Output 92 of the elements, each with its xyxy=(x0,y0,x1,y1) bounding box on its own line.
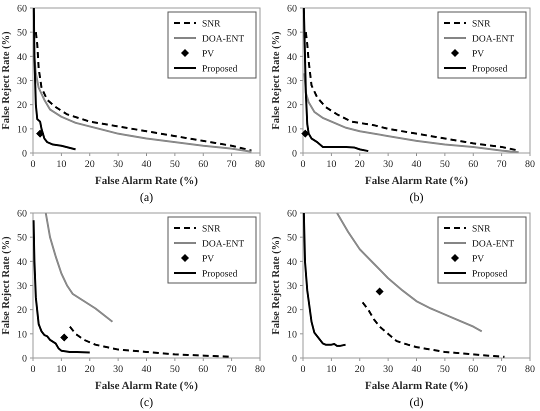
legend-label: Proposed xyxy=(202,64,238,74)
x-tick-label: 0 xyxy=(30,159,36,170)
x-tick-label: 10 xyxy=(56,159,66,170)
y-tick-label: 40 xyxy=(17,52,27,63)
x-tick-label: 0 xyxy=(300,364,306,375)
y-tick-label: 40 xyxy=(17,256,27,268)
y-tick-label: 0 xyxy=(22,354,27,364)
y-axis-title: False Reject Rate (%) xyxy=(1,30,12,130)
x-tick-label: 60 xyxy=(468,159,478,170)
y-tick-label: 10 xyxy=(17,124,27,136)
y-tick-label: 50 xyxy=(17,232,27,244)
y-tick-label: 20 xyxy=(17,305,27,316)
x-tick-label: 70 xyxy=(226,364,237,375)
legend-label: Proposed xyxy=(472,270,508,280)
x-tick-label: 70 xyxy=(226,159,237,170)
y-tick-label: 10 xyxy=(287,124,297,136)
legend-label: PV xyxy=(472,254,484,264)
legend-label: Proposed xyxy=(472,64,508,74)
text: (a) xyxy=(140,190,154,204)
y-tick-label: 20 xyxy=(17,100,27,112)
legend-label: DOA-ENT xyxy=(202,34,244,44)
y-tick-label: 20 xyxy=(287,100,297,112)
x-axis-title: False Alarm Rate (%) xyxy=(365,380,468,392)
x-tick-label: 0 xyxy=(30,364,36,375)
legend-label: PV xyxy=(202,254,214,264)
y-tick-label: 30 xyxy=(17,76,27,87)
y-tick-label: 50 xyxy=(287,232,297,244)
legend-label: DOA-ENT xyxy=(472,240,514,250)
x-tick-label: 80 xyxy=(255,159,265,170)
x-tick-label: 30 xyxy=(113,364,124,375)
x-tick-label: 20 xyxy=(84,159,95,170)
x-tick-label: 80 xyxy=(525,364,535,375)
x-tick-label: 50 xyxy=(170,364,180,375)
x-tick-label: 10 xyxy=(326,364,336,375)
y-tick-label: 40 xyxy=(287,256,297,268)
legend-label: SNR xyxy=(202,224,222,234)
x-tick-label: 40 xyxy=(142,364,152,375)
y-tick-label: 30 xyxy=(287,76,297,87)
y-tick-label: 10 xyxy=(17,329,27,340)
x-tick-label: 10 xyxy=(326,159,336,170)
x-tick-label: 70 xyxy=(496,159,507,170)
x-tick-label: 30 xyxy=(383,364,394,375)
legend-label: DOA-ENT xyxy=(472,34,514,44)
x-tick-label: 50 xyxy=(170,159,180,170)
y-tick-label: 30 xyxy=(287,281,297,292)
y-tick-label: 40 xyxy=(287,52,297,63)
x-tick-label: 10 xyxy=(56,364,66,375)
legend-label: DOA-ENT xyxy=(202,240,244,250)
y-tick-label: 50 xyxy=(287,28,297,39)
legend-label: PV xyxy=(472,50,484,60)
y-axis-title: False Reject Rate (%) xyxy=(271,236,282,335)
x-tick-label: 80 xyxy=(525,159,535,170)
text: (d) xyxy=(410,395,424,409)
x-tick-label: 40 xyxy=(142,159,152,170)
y-tick-label: 60 xyxy=(287,4,297,14)
y-tick-label: 20 xyxy=(287,305,297,316)
y-tick-label: 60 xyxy=(287,208,297,220)
x-tick-label: 30 xyxy=(383,159,394,170)
x-tick-label: 50 xyxy=(440,364,450,375)
y-axis-title: False Reject Rate (%) xyxy=(271,30,282,130)
x-tick-label: 60 xyxy=(468,364,478,375)
x-tick-label: 30 xyxy=(113,159,124,170)
x-tick-label: 0 xyxy=(300,159,306,170)
x-tick-label: 40 xyxy=(412,364,422,375)
x-tick-label: 20 xyxy=(354,364,365,375)
y-tick-label: 0 xyxy=(292,354,297,364)
legend-label: SNR xyxy=(472,224,492,234)
y-tick-label: 60 xyxy=(17,4,27,14)
y-tick-label: 60 xyxy=(17,208,27,220)
x-tick-label: 20 xyxy=(84,364,95,375)
x-tick-label: 70 xyxy=(496,364,507,375)
x-axis-title: False Alarm Rate (%) xyxy=(95,380,198,392)
x-tick-label: 80 xyxy=(255,364,265,375)
x-tick-label: 20 xyxy=(354,159,365,170)
y-tick-label: 0 xyxy=(22,148,27,160)
legend-label: PV xyxy=(202,50,214,60)
y-tick-label: 10 xyxy=(287,329,297,340)
x-tick-label: 60 xyxy=(198,364,208,375)
x-axis-title: False Alarm Rate (%) xyxy=(95,175,198,187)
x-tick-label: 50 xyxy=(440,159,450,170)
y-tick-label: 50 xyxy=(17,28,27,39)
legend-label: SNR xyxy=(202,20,222,30)
legend-label: Proposed xyxy=(202,270,238,280)
y-tick-label: 0 xyxy=(292,148,297,160)
y-tick-label: 30 xyxy=(17,281,27,292)
x-tick-label: 40 xyxy=(412,159,422,170)
text: (c) xyxy=(140,395,154,409)
x-axis-title: False Alarm Rate (%) xyxy=(365,175,468,187)
text: (b) xyxy=(410,190,424,204)
x-tick-label: 60 xyxy=(198,159,208,170)
legend-label: SNR xyxy=(472,20,492,30)
y-axis-title: False Reject Rate (%) xyxy=(1,236,12,335)
